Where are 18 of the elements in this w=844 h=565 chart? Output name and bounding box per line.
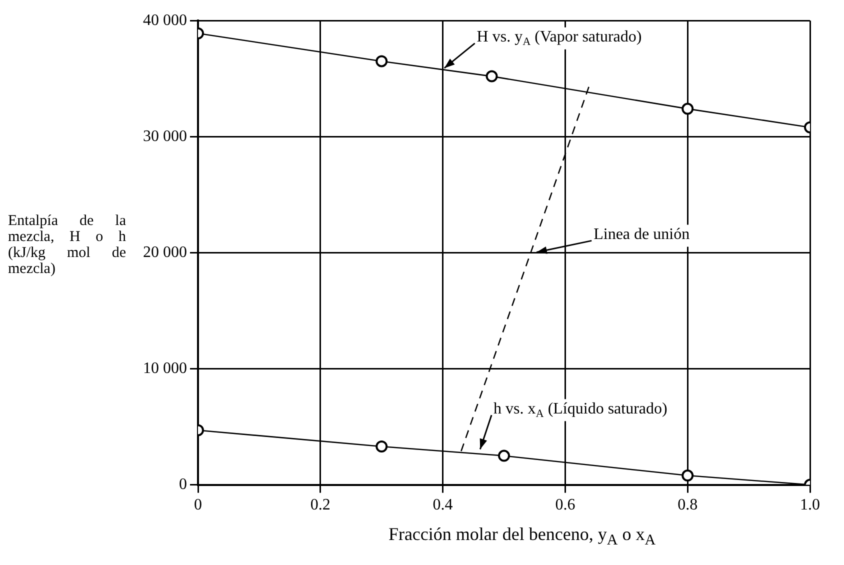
point [486,70,498,82]
annotation: Linea de unión [594,226,690,243]
y-tick-label: 10 000 [143,360,187,377]
x-axis-title: Fracción molar del benceno, y$_{A}$ o x$_{A}$ [387,524,657,550]
x-tick-label: 0.8 [678,496,698,514]
x-tick-label: 0.4 [432,496,453,514]
x-tick-label: 0.6 [555,496,576,514]
y-tick-label: 40 000 [143,12,187,29]
x-tick-label: 0.2 [310,496,330,514]
y-tick-label: 20 000 [143,244,187,261]
x-tick-label: 1.0 [800,496,820,514]
x-tick-label: 0 [194,496,202,514]
y-tick-label: 30 000 [143,128,187,145]
y-axis-title: Entalpía de la mezcla, H o h (kJ/kg mol de mezcla) [8,213,126,277]
point [376,55,388,68]
point [498,450,510,462]
y-tick-label: 0 [179,476,187,494]
point [376,440,388,453]
